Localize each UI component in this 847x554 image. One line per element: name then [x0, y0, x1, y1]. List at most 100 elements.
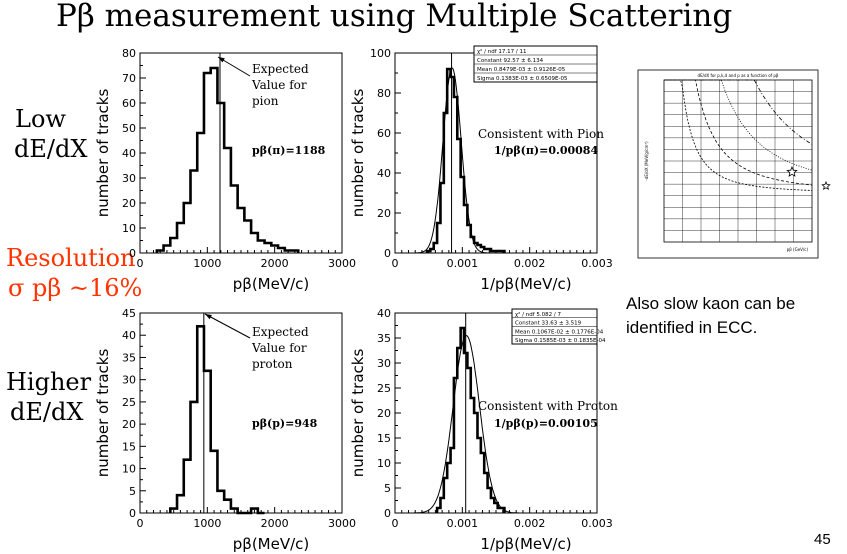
annotation-text: Value for	[251, 78, 307, 92]
thumbnail-curve-deuteron	[664, 79, 813, 145]
y-axis-title: number of tracks	[94, 349, 112, 478]
fit-stats-line: Constant 33.63 ± 3.519	[515, 321, 582, 327]
y-tick-label: 30	[122, 172, 136, 185]
higher-label-line2: dE/dX	[10, 398, 84, 426]
y-tick-label: 0	[129, 247, 136, 260]
y-tick-label: 25	[122, 396, 136, 409]
y-tick-label: 5	[384, 482, 391, 495]
y-tick-label: 35	[122, 351, 136, 364]
y-tick-label: 60	[122, 97, 136, 110]
histogram-bin	[451, 77, 454, 253]
arrow-head	[218, 57, 225, 63]
higher-dedx-label: Higher dE/dX	[6, 367, 91, 427]
chart-proton-pbeta: 0 5 10 15 20 25 30 35 40 45 0 1000 2000 3000 pβ(MeV/c)…	[94, 307, 356, 553]
thumbnail-xlabel: pβ (GeV/c)	[787, 247, 809, 252]
annotation-text: Consistent with Pion	[478, 127, 604, 141]
y-tick-label: 80	[377, 87, 391, 100]
resolution-line1: Resolution	[6, 244, 136, 272]
annotation-arrow	[204, 313, 251, 339]
fit-stats-line: Sigma 0.1585E-03 ± 0.1835E-04	[515, 338, 606, 344]
x-tick-label: 2000	[261, 257, 289, 270]
y-tick-label: 35	[377, 332, 391, 345]
x-tick-label: 0.002	[514, 517, 546, 530]
y-tick-label: 60	[377, 127, 391, 140]
kaon-note: Also slow kaon can be identified in ECC.	[626, 292, 795, 340]
value-label: pβ(π)=1188	[252, 144, 326, 157]
annotation-text: proton	[252, 357, 293, 371]
histogram-bars	[169, 325, 265, 515]
fit-stats-line: Sigma 0.1383E-03 ± 0.6509E-05	[477, 76, 568, 82]
histogram-bars	[425, 67, 506, 253]
y-tick-label: 50	[122, 122, 136, 135]
x-tick-label: 0.003	[581, 517, 613, 530]
thumbnail-title: dE/dX for p,k,d and p as a function of p…	[698, 73, 779, 78]
y-tick-label: 15	[377, 432, 391, 445]
y-tick-label: 0	[384, 247, 391, 260]
x-tick-label: 1000	[193, 517, 221, 530]
histogram-bin	[461, 328, 464, 513]
star-marker-icon	[786, 165, 798, 177]
y-tick-label: 10	[122, 222, 136, 235]
x-tick-label: 0.001	[447, 517, 479, 530]
x-tick-label: 3000	[328, 257, 356, 270]
y-tick-label: 0	[384, 507, 391, 520]
x-tick-label: 0	[392, 257, 399, 270]
x-tick-label: 0	[137, 257, 144, 270]
y-axis-title: number of tracks	[94, 89, 112, 218]
y-tick-label: 15	[122, 440, 136, 453]
x-axis-title: 1/pβ(MeV/c)	[480, 535, 571, 553]
annotation-text: Consistent with Proton	[478, 399, 618, 413]
y-tick-label: 80	[122, 47, 136, 60]
y-tick-label: 70	[122, 72, 136, 85]
y-tick-label: 20	[377, 407, 391, 420]
histogram-bars	[435, 326, 506, 513]
value-label: 1/pβ(p)=0.00105	[494, 417, 598, 430]
arrow-head	[205, 314, 212, 320]
y-tick-label: 45	[122, 307, 136, 320]
gaussian-fit-curve	[413, 334, 519, 514]
y-tick-label: 10	[377, 457, 391, 470]
fit-stats-line: χ² / ndf 17.17 / 11	[477, 48, 527, 55]
y-tick-label: 25	[377, 382, 391, 395]
histogram-bin	[471, 398, 474, 513]
fit-stats-line: Mean 0.1067E-02 ± 0.1776E-04	[515, 329, 604, 335]
gaussian-fit-curve	[415, 67, 489, 254]
x-tick-label: 0	[137, 517, 144, 530]
y-tick-label: 40	[122, 329, 136, 342]
thumbnail-curve-kaon	[664, 79, 813, 186]
fit-stats-line: Constant 92.57 ± 6.134	[477, 58, 544, 64]
x-tick-label: 3000	[328, 517, 356, 530]
y-tick-label: 30	[377, 357, 391, 370]
thumbnail-ylabel: -dE/dX (MeV/g/cm²)	[644, 141, 649, 181]
y-axis-title: number of tracks	[349, 349, 367, 478]
value-label: pβ(p)=948	[252, 417, 318, 430]
higher-label-line1: Higher	[6, 368, 92, 396]
chart-pion-pbeta: 0 10 20 30 40 50 60 70 80 0 1000 2000 3000 pβ(MeV/c) n…	[94, 47, 356, 293]
resolution-label: Resolution σ pβ ~16%	[6, 243, 142, 303]
y-tick-label: 40	[122, 147, 136, 160]
y-tick-label: 20	[377, 207, 391, 220]
star-marker-icon	[821, 181, 831, 191]
x-axis-title: pβ(MeV/c)	[233, 275, 310, 293]
chart-dedx-thumbnail: dE/dX for p,k,d and p as a function of p…	[637, 69, 831, 259]
value-label: 1/pβ(π)=0.00084	[494, 144, 598, 157]
x-tick-label: 0	[392, 517, 399, 530]
page-number: 45	[814, 531, 831, 548]
x-tick-label: 0.002	[514, 257, 546, 270]
x-tick-label: 2000	[261, 517, 289, 530]
annotation-text: Value for	[251, 341, 307, 355]
chart-proton-inverse: 0 5 10 15 20 25 30 35 40 0 0.001 0.002 0.003 1/pβ(MeV…	[349, 307, 618, 553]
low-label-line2: dE/dX	[14, 135, 88, 163]
x-tick-label: 0.001	[447, 257, 479, 270]
annotation-text: pion	[252, 94, 279, 108]
thumbnail-frame	[637, 69, 819, 259]
y-tick-label: 10	[122, 463, 136, 476]
resolution-line2: σ pβ ~16%	[8, 274, 143, 302]
x-tick-label: 0.003	[581, 257, 613, 270]
x-axis-title: 1/pβ(MeV/c)	[480, 275, 571, 293]
x-axis-title: pβ(MeV/c)	[233, 535, 310, 553]
y-tick-label: 5	[129, 485, 136, 498]
annotation-text: Expected	[252, 325, 309, 339]
y-axis-title: number of tracks	[349, 89, 367, 218]
